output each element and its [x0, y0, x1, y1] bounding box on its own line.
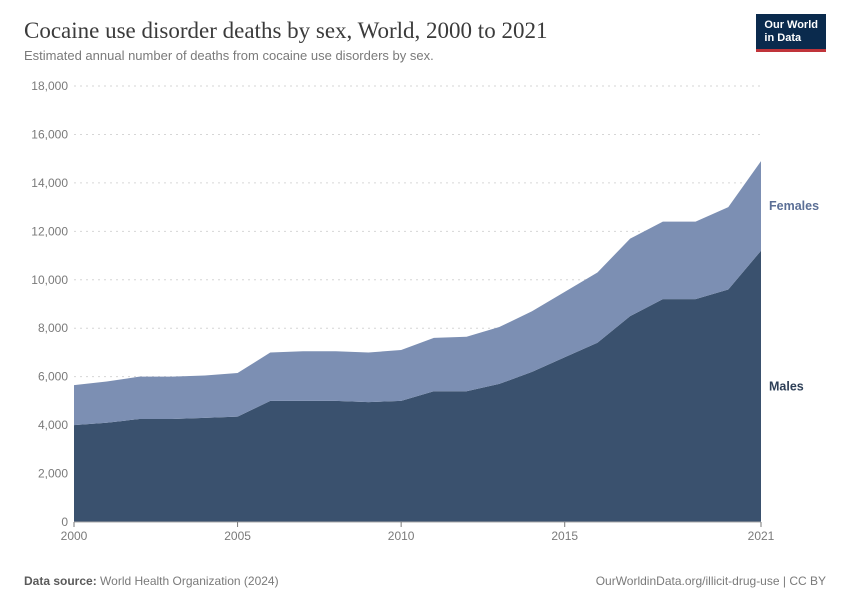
y-tick-label: 2,000	[38, 467, 68, 481]
chart-header: Cocaine use disorder deaths by sex, Worl…	[0, 0, 850, 71]
y-tick-label: 16,000	[31, 127, 68, 141]
x-tick-label: 2015	[551, 529, 578, 543]
x-tick-label: 2010	[388, 529, 415, 543]
y-tick-label: 12,000	[31, 224, 68, 238]
x-tick-label: 2005	[224, 529, 251, 543]
data-source-text: World Health Organization (2024)	[100, 574, 279, 588]
y-tick-label: 10,000	[31, 273, 68, 287]
chart-area: 0 2,000 4,000 6,000 8,000 10,000 12,000 14,000 1…	[24, 78, 826, 556]
data-source: Data source: World Health Organization (…	[24, 574, 279, 588]
x-tick-label: 2021	[748, 529, 775, 543]
chart-footer: Data source: World Health Organization (…	[24, 574, 826, 588]
attribution: OurWorldinData.org/illicit-drug-use | CC…	[596, 574, 826, 588]
y-tick-label: 4,000	[38, 418, 68, 432]
chart-subtitle: Estimated annual number of deaths from c…	[24, 48, 826, 63]
owid-logo: Our World in Data	[756, 14, 826, 52]
y-tick-label: 18,000	[31, 79, 68, 93]
logo-line2: in Data	[764, 32, 801, 44]
y-tick-label: 0	[61, 515, 68, 529]
y-tick-label: 8,000	[38, 321, 68, 335]
x-tick-label: 2000	[61, 529, 88, 543]
stacked-area-chart: 0 2,000 4,000 6,000 8,000 10,000 12,000 14,000 1…	[24, 78, 826, 556]
series-label-females: Females	[769, 199, 819, 213]
logo-line1: Our World	[764, 19, 818, 31]
chart-title: Cocaine use disorder deaths by sex, Worl…	[24, 18, 826, 44]
y-tick-label: 6,000	[38, 370, 68, 384]
series-label-males: Males	[769, 379, 804, 393]
y-tick-label: 14,000	[31, 176, 68, 190]
data-source-label: Data source:	[24, 574, 97, 588]
